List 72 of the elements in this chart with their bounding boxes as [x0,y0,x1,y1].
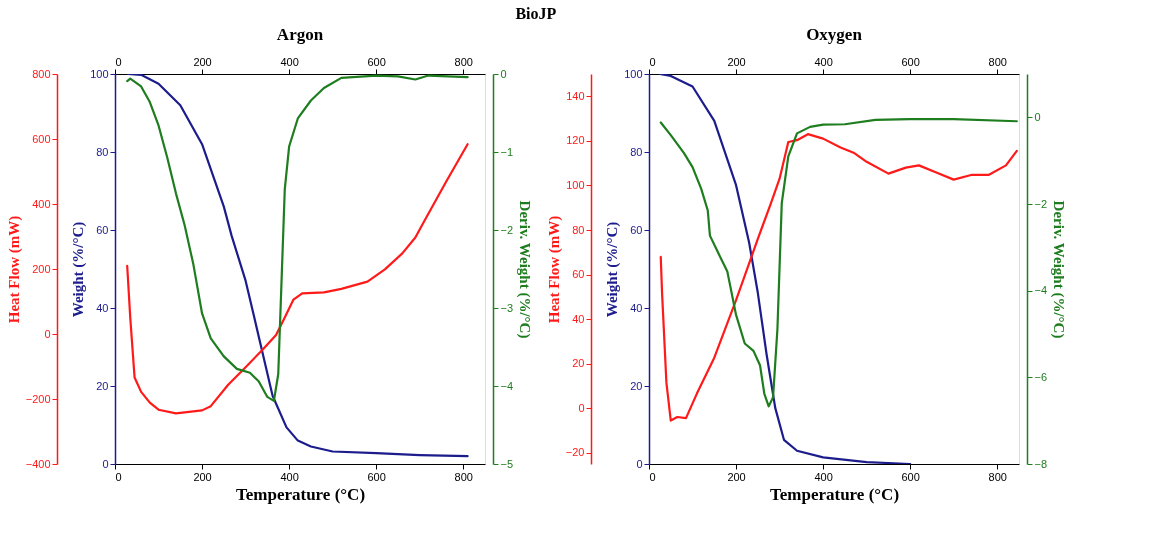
y3-tick-label: 0 [578,401,585,414]
y2-axis-title: Deriv. Weight (%/°C) [516,200,534,339]
y2-tick-label: −4 [500,379,514,392]
x2-tick-label: 400 [814,55,833,68]
y2-tick-label: 0 [1034,110,1041,123]
line-series [658,74,912,464]
y3-tick-label: 140 [566,89,585,102]
x-tick-label: 0 [115,470,122,483]
y-tick-label: 0 [636,457,643,470]
y-tick-label: 80 [630,145,643,158]
y3-tick-label: 120 [566,134,585,147]
x-tick-label: 800 [988,470,1007,483]
y-axis-title: Weight (%/°C) [604,221,622,318]
chart-title: Argon [276,25,324,44]
y2-tick-label: −2 [500,223,514,236]
x-tick-label: 400 [280,470,299,483]
y-tick-label: 80 [96,145,109,158]
x2-tick-label: 200 [727,55,746,68]
y3-tick-label: 40 [572,312,585,325]
y2-tick-label: 0 [500,67,507,80]
y3-tick-label: 0 [44,327,51,340]
line-series [126,143,469,415]
y-tick-label: 20 [96,379,109,392]
y3-tick-label: 400 [32,197,51,210]
y3-tick-label: 100 [566,178,585,191]
y2-tick-label: −3 [500,301,514,314]
y3-tick-label: 800 [32,67,51,80]
y-tick-label: 0 [102,457,109,470]
y3-tick-label: 600 [32,132,51,145]
y2-tick-label: −4 [1034,284,1048,297]
x2-tick-label: 600 [901,55,920,68]
x-tick-label: 200 [193,470,212,483]
y-tick-label: 40 [96,301,109,314]
y2-axis-title: Deriv. Weight (%/°C) [1050,200,1068,339]
y3-tick-label: 60 [572,268,585,281]
x-tick-label: 400 [814,470,833,483]
chart-title: Oxygen [806,25,863,44]
y-tick-label: 40 [630,301,643,314]
y-tick-label: 60 [630,223,643,236]
x2-tick-label: 0 [649,55,656,68]
x2-tick-label: 800 [454,55,473,68]
y-tick-label: 20 [630,379,643,392]
y2-tick-label: −6 [1034,370,1048,383]
y3-tick-label: −20 [565,446,585,459]
y3-axis-title: Heat Flow (mW) [5,215,23,324]
y2-tick-label: −1 [500,145,514,158]
y-axis-title: Weight (%/°C) [70,221,88,318]
x-tick-label: 600 [367,470,386,483]
y3-tick-label: 200 [32,262,51,275]
y3-axis-title: Heat Flow (mW) [545,215,563,324]
text: BioJP [515,4,557,22]
x2-tick-label: 0 [115,55,122,68]
x-axis-title: Temperature (°C) [235,484,366,504]
y-tick-label: 100 [90,67,109,80]
y-tick-label: 60 [96,223,109,236]
x-tick-label: 800 [454,470,473,483]
y3-tick-label: 20 [572,357,585,370]
x-tick-label: 0 [649,470,656,483]
y3-tick-label: 80 [572,223,585,236]
y2-tick-label: −2 [1034,197,1048,210]
y3-tick-label: −200 [25,392,51,405]
x2-tick-label: 400 [280,55,299,68]
x-tick-label: 200 [727,470,746,483]
y2-tick-label: −5 [500,457,514,470]
x2-tick-label: 200 [193,55,212,68]
y2-tick-label: −8 [1034,457,1048,470]
x2-tick-label: 600 [367,55,386,68]
x-tick-label: 600 [901,470,920,483]
x2-tick-label: 800 [988,55,1007,68]
y3-tick-label: −400 [25,457,51,470]
y-tick-label: 100 [624,67,643,80]
x-axis-title: Temperature (°C) [769,484,900,504]
